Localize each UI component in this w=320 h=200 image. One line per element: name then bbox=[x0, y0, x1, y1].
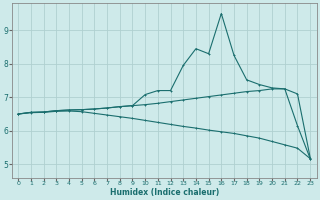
X-axis label: Humidex (Indice chaleur): Humidex (Indice chaleur) bbox=[109, 188, 219, 197]
